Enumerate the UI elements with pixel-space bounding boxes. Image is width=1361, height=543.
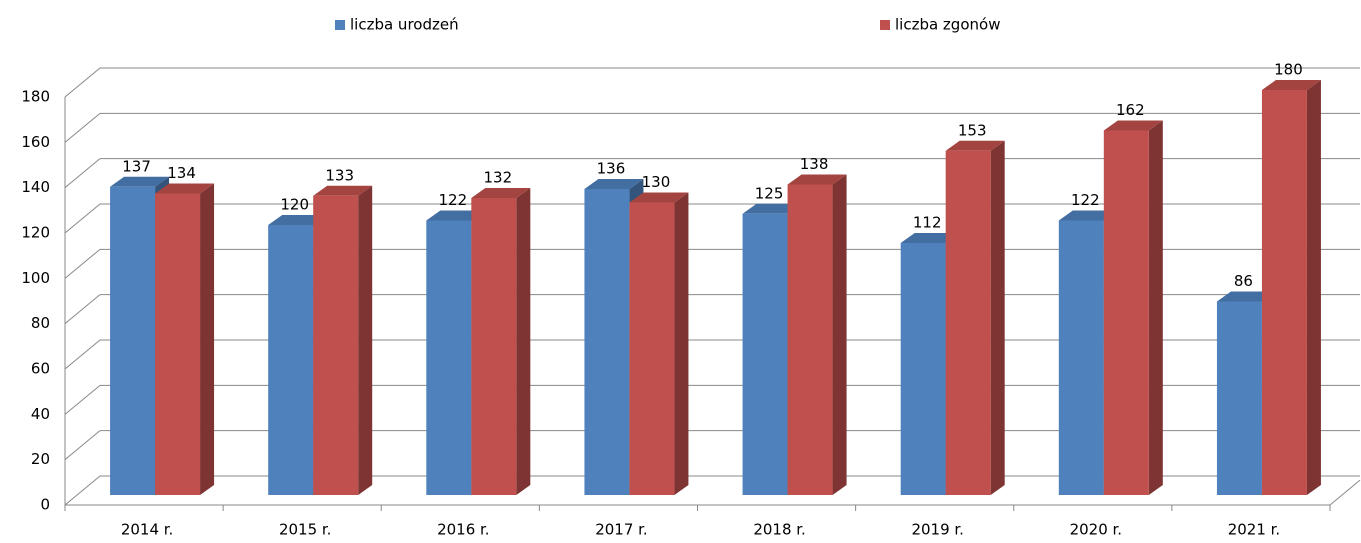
bar-top xyxy=(900,233,960,243)
data-label: 136 xyxy=(597,160,626,178)
y-tick-label: 100 xyxy=(21,269,50,287)
bar-top xyxy=(471,188,531,198)
data-label: 122 xyxy=(438,191,467,209)
bar-side xyxy=(1148,120,1163,495)
bar-front xyxy=(471,198,517,495)
bar-top xyxy=(313,185,373,196)
legend-swatch xyxy=(335,20,345,30)
x-tick-label: 2019 r. xyxy=(911,521,964,539)
bar-front xyxy=(1261,90,1307,495)
bar-front xyxy=(1103,130,1149,495)
grid-diagonal xyxy=(64,67,101,98)
grid-diagonal xyxy=(64,475,101,506)
data-label: 133 xyxy=(325,166,354,184)
bar-top xyxy=(742,203,802,214)
data-label: 134 xyxy=(167,164,196,182)
y-tick-label: 60 xyxy=(31,360,50,378)
data-label: 162 xyxy=(1116,101,1145,119)
bar-front xyxy=(629,202,675,495)
bar-front xyxy=(584,189,630,495)
grid-diagonal xyxy=(64,158,101,189)
bar-top xyxy=(1058,210,1118,221)
bar-front xyxy=(1058,220,1104,495)
bar-front xyxy=(155,193,201,495)
grid-diagonal xyxy=(64,384,101,415)
bar-front xyxy=(787,184,833,495)
bar-top xyxy=(268,215,328,225)
bar-side xyxy=(200,183,215,495)
bar-side xyxy=(358,185,373,495)
data-label: 138 xyxy=(800,155,829,173)
bar xyxy=(629,192,689,495)
bar-top xyxy=(110,176,170,187)
y-tick-label: 0 xyxy=(40,496,50,514)
bar-side xyxy=(674,192,689,495)
x-tick-label: 2020 r. xyxy=(1070,521,1123,539)
grid-diagonal xyxy=(64,248,101,279)
grid-diagonal xyxy=(64,112,101,143)
data-label: 122 xyxy=(1071,191,1100,209)
legend-label: liczba urodzeń xyxy=(350,16,459,34)
bar-top xyxy=(155,183,215,194)
x-tick-label: 2014 r. xyxy=(121,521,174,539)
y-tick-label: 140 xyxy=(21,178,50,196)
bar-top xyxy=(945,140,1005,151)
bar-front xyxy=(900,243,946,495)
data-label: 137 xyxy=(122,157,151,175)
bar-top xyxy=(629,192,689,203)
bar-top xyxy=(584,179,644,189)
x-tick-label: 2018 r. xyxy=(753,521,806,539)
bar-front xyxy=(1216,301,1262,495)
y-tick-label: 120 xyxy=(21,224,50,242)
bar-top xyxy=(426,210,486,221)
x-tick-label: 2021 r. xyxy=(1228,521,1281,539)
floor-edge xyxy=(1329,479,1361,506)
y-tick-label: 20 xyxy=(31,450,50,468)
grid-diagonal xyxy=(64,430,101,461)
bar-top xyxy=(1216,291,1276,302)
bar-top xyxy=(1261,80,1321,90)
data-label: 112 xyxy=(913,214,942,232)
bar-front xyxy=(268,225,314,495)
data-label: 130 xyxy=(642,173,671,191)
data-label: 180 xyxy=(1274,61,1303,79)
grid-diagonal xyxy=(64,294,101,325)
data-label: 132 xyxy=(483,169,512,187)
y-tick-label: 160 xyxy=(21,133,50,151)
bar-side xyxy=(990,140,1005,495)
grid-diagonal xyxy=(64,339,101,370)
y-tick-label: 40 xyxy=(31,405,50,423)
bar xyxy=(313,185,373,495)
bar xyxy=(787,174,847,495)
x-tick-label: 2015 r. xyxy=(279,521,332,539)
bar-top xyxy=(1103,120,1163,131)
data-label: 153 xyxy=(958,121,987,139)
x-tick-label: 2016 r. xyxy=(437,521,490,539)
data-label: 86 xyxy=(1234,272,1253,290)
bar xyxy=(471,188,531,495)
bar-side xyxy=(832,174,847,495)
data-label: 125 xyxy=(755,184,784,202)
bar-top xyxy=(787,174,847,185)
y-tick-label: 180 xyxy=(21,88,50,106)
data-label: 120 xyxy=(280,196,309,214)
bar xyxy=(1261,80,1321,495)
bar xyxy=(1103,120,1163,495)
bar xyxy=(155,183,215,495)
bar-side xyxy=(1306,80,1321,495)
bar-front xyxy=(426,220,472,495)
bar-side xyxy=(516,188,531,495)
x-tick-label: 2017 r. xyxy=(595,521,648,539)
bar-front xyxy=(742,213,788,495)
grid-diagonal xyxy=(64,203,101,234)
bar-front xyxy=(945,150,991,495)
y-tick-label: 80 xyxy=(31,314,50,332)
legend-swatch xyxy=(880,20,890,30)
bar xyxy=(945,140,1005,495)
bar-front xyxy=(313,195,359,495)
bar-front xyxy=(110,186,156,495)
legend-label: liczba zgonów xyxy=(895,16,1000,34)
